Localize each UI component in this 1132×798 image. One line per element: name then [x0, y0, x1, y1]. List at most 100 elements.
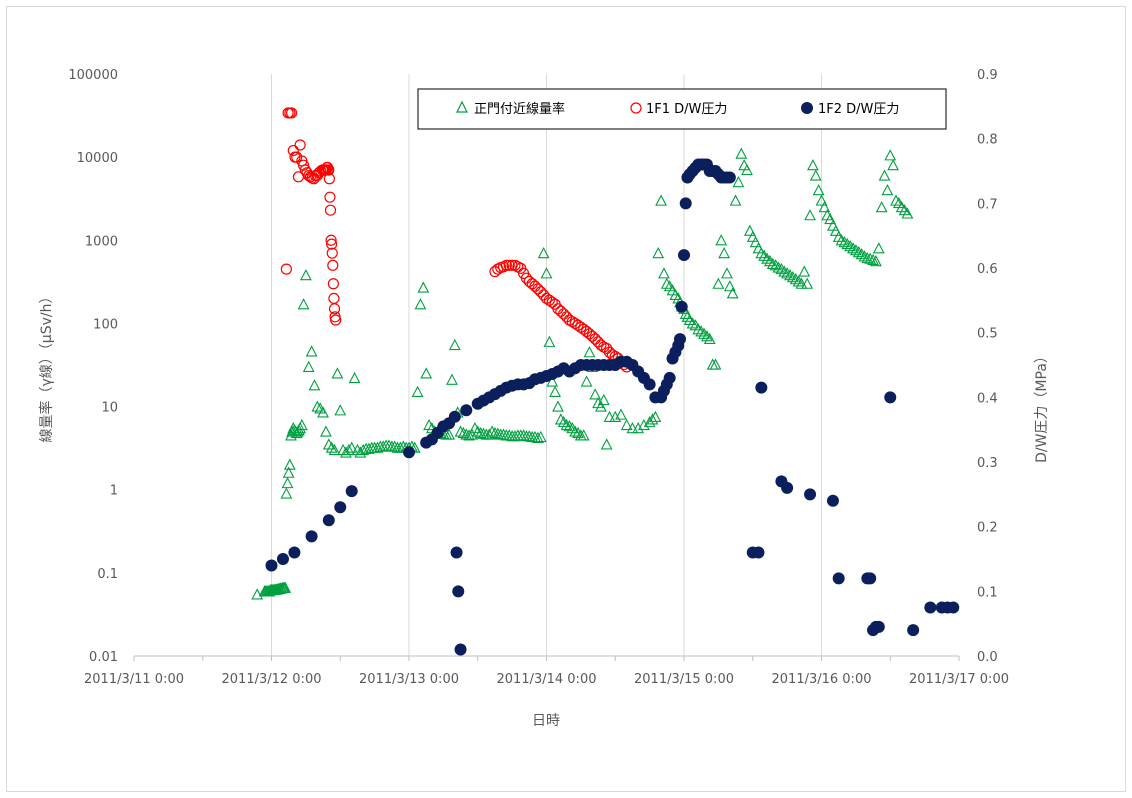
dose-rate-point [827, 219, 839, 231]
dose-rate-point [746, 230, 759, 242]
unit2-pressure-point [675, 300, 688, 313]
unit1-pressure-point [601, 342, 613, 355]
dose-rate-point [569, 425, 582, 437]
y-left-tick-label: 100 [93, 317, 118, 332]
dose-rate-point [875, 201, 888, 213]
unit2-pressure-point [678, 249, 690, 262]
dose-rate-point [772, 261, 785, 273]
dose-rate-point [420, 367, 433, 379]
unit2-pressure-point [924, 601, 937, 614]
dose-rate-point [646, 413, 659, 425]
unit2-pressure-point [864, 572, 877, 585]
unit2-pressure-point [454, 643, 467, 656]
unit1-pressure-point [546, 296, 558, 308]
dose-rate-point [815, 194, 828, 206]
y-right-tick-label: 0.0 [977, 650, 998, 665]
dose-rate-point [394, 441, 407, 453]
dose-rate-point [448, 338, 461, 351]
dose-rate-point [466, 428, 478, 440]
dose-rate-point [755, 246, 768, 259]
unit1-pressure-point [328, 303, 341, 315]
y-right-tick-label: 0.6 [977, 262, 998, 277]
dose-rate-point [331, 367, 344, 379]
dose-rate-point [477, 427, 490, 439]
dose-rate-point [503, 429, 516, 441]
unit1-pressure-point [328, 292, 340, 305]
unit2-pressure-point [679, 197, 692, 210]
unit2-pressure-point [832, 572, 845, 585]
y-right-tick-label: 0.1 [977, 585, 998, 600]
dose-rate-point [474, 426, 487, 439]
dose-rate-point [583, 346, 596, 358]
unit2-pressure-point [450, 546, 463, 559]
unit2-pressure-point [643, 378, 656, 391]
dose-rate-point [554, 413, 567, 425]
dose-rate-point [552, 400, 564, 412]
y-right-tick-label: 0.7 [977, 197, 998, 212]
dose-rate-point [786, 270, 799, 283]
x-tick-label: 2011/3/15 0:00 [634, 672, 734, 687]
unit1-pressure-point [563, 314, 576, 326]
dose-rate-point [887, 159, 900, 171]
dose-rate-point [872, 242, 885, 254]
dose-rate-point [775, 262, 788, 275]
unit2-pressure-point [276, 553, 289, 565]
dose-rate-point [660, 277, 673, 289]
dose-rate-point [752, 242, 765, 254]
dose-rate-point [351, 443, 364, 456]
unit2-pressure-point [334, 501, 347, 514]
unit1-pressure-point [287, 144, 299, 157]
dose-rate-point [835, 234, 848, 246]
dose-rate-point [784, 269, 796, 281]
dose-rate-point [348, 371, 361, 384]
dose-rate-point [489, 426, 501, 439]
unit1-pressure-point [586, 330, 598, 342]
dose-rate-point [852, 245, 865, 258]
dose-rate-point [778, 265, 791, 277]
dose-rate-point [279, 581, 292, 593]
dose-rate-point [721, 267, 733, 279]
dose-rate-point [334, 404, 347, 416]
dose-rate-point [305, 345, 318, 357]
dose-rate-point [543, 335, 556, 347]
unit1-pressure-point [285, 107, 298, 119]
y-left-tick-label: 0.01 [89, 650, 118, 665]
unit2-pressure-point [288, 546, 301, 559]
dose-rate-point [743, 224, 756, 236]
dose-rate-point [523, 430, 536, 442]
dose-rate-point [443, 428, 456, 440]
dose-rate-point [320, 425, 332, 437]
dose-rate-point [858, 250, 871, 262]
dose-rate-point [626, 421, 639, 434]
y-right-tick-label: 0.3 [977, 456, 998, 471]
dose-rate-point [798, 265, 811, 277]
dose-rate-point [701, 330, 713, 342]
series-2 [265, 158, 960, 656]
unit2-pressure-point [345, 485, 358, 498]
y-left-tick-label: 100000 [68, 68, 118, 83]
dose-rate-point [741, 163, 753, 176]
dose-rate-point [383, 439, 395, 451]
unit1-pressure-point [489, 266, 501, 278]
unit2-pressure-point [265, 559, 278, 572]
dose-rate-point [597, 393, 610, 406]
dose-rate-point [620, 418, 633, 431]
unit2-pressure-point [947, 601, 960, 614]
series-0 [251, 147, 914, 600]
x-tick-label: 2011/3/14 0:00 [497, 672, 597, 687]
legend-label-1f1: 1F1 D/W圧力 [646, 102, 727, 117]
dose-rate-point [282, 466, 295, 478]
dose-rate-point [729, 194, 742, 206]
dose-rate-point [302, 360, 315, 372]
gridlines [133, 74, 960, 661]
unit1-pressure-point [575, 321, 587, 333]
unit1-pressure-point [330, 314, 342, 326]
dose-rate-point [446, 373, 458, 385]
dose-rate-point [251, 588, 264, 600]
dose-rate-point [890, 194, 902, 206]
data-series [251, 107, 960, 656]
unit2-pressure-point [826, 494, 839, 507]
dose-rate-point [847, 242, 859, 254]
dose-rate-point [824, 212, 837, 225]
unit1-pressure-point [543, 294, 555, 306]
